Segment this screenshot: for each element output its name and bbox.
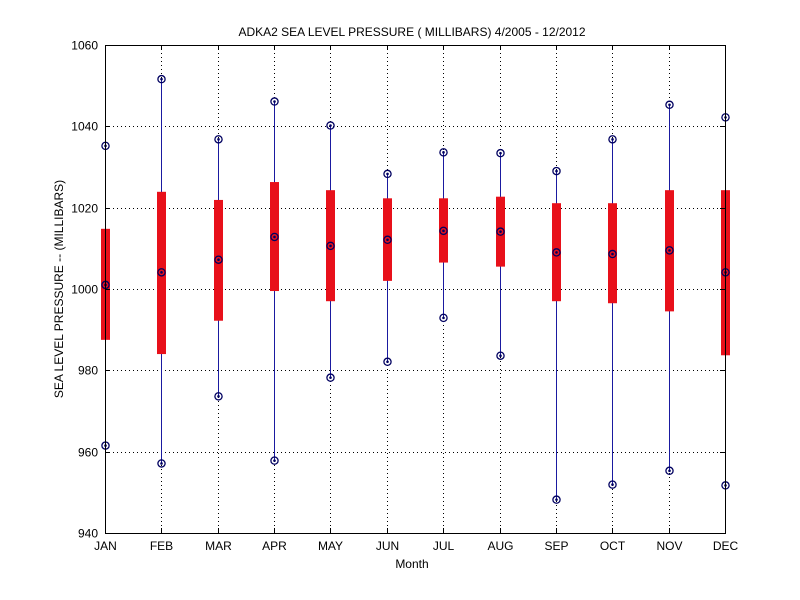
y-tick-label: 940: [78, 527, 98, 541]
max-marker-dot: [611, 138, 614, 141]
x-tick-label: MAR: [205, 539, 232, 553]
x-tick-label: AUG: [487, 539, 513, 553]
max-marker-dot: [329, 124, 332, 127]
y-tick-label: 1060: [71, 39, 98, 53]
median-marker-dot: [555, 251, 558, 254]
median-marker-dot: [329, 244, 332, 248]
x-tick-label: JUL: [433, 539, 455, 553]
median-marker-ring: [270, 232, 279, 242]
median-marker-ring: [439, 226, 448, 236]
min-marker-ring: [665, 466, 674, 476]
median-marker-ring: [214, 255, 223, 264]
min-marker-ring: [326, 373, 335, 382]
max-marker-ring: [608, 135, 617, 144]
max-marker-ring: [157, 74, 166, 84]
min-marker-dot: [273, 459, 276, 462]
x-tick-label: SEP: [544, 539, 568, 553]
min-marker-dot: [611, 483, 614, 486]
min-marker-ring: [214, 392, 223, 401]
max-marker-ring: [665, 100, 674, 110]
max-marker-dot: [386, 172, 389, 176]
x-tick-label: NOV: [656, 539, 682, 553]
median-marker-ring: [383, 235, 392, 245]
min-marker-dot: [668, 469, 671, 473]
max-marker-ring: [552, 166, 561, 176]
min-marker-dot: [217, 395, 220, 398]
x-tick-label: APR: [262, 539, 287, 553]
median-marker-dot: [442, 229, 445, 233]
median-marker-dot: [273, 235, 276, 239]
median-marker-dot: [668, 249, 671, 252]
max-marker-dot: [442, 151, 445, 154]
tick-layer: 940 960 980 1000 1020 1040 1060 JAN FEB MAR APR MAY…: [71, 39, 738, 554]
x-tick-label: DEC: [713, 539, 739, 553]
y-tick-label: 1000: [71, 283, 98, 297]
min-marker-dot: [442, 316, 445, 320]
max-marker-ring: [326, 121, 335, 130]
min-marker-ring: [157, 459, 166, 468]
median-marker-dot: [386, 238, 389, 242]
min-marker-ring: [496, 351, 505, 360]
min-marker-ring: [383, 357, 392, 367]
max-marker-ring: [439, 148, 448, 157]
median-marker-ring: [496, 227, 505, 236]
min-marker-dot: [499, 354, 502, 357]
min-marker-ring: [270, 456, 279, 465]
y-tick-label: 1020: [71, 202, 98, 216]
median-marker-dot: [160, 271, 163, 274]
min-marker-dot: [329, 376, 332, 379]
y-tick-label: 980: [78, 364, 98, 378]
median-marker-ring: [326, 241, 335, 251]
max-marker-ring: [383, 169, 392, 179]
max-marker-ring: [496, 148, 505, 158]
max-marker-dot: [668, 103, 671, 107]
max-marker-dot: [555, 169, 558, 173]
max-marker-dot: [217, 138, 220, 141]
x-tick-label: MAY: [318, 539, 343, 553]
median-marker-ring: [157, 268, 166, 277]
max-marker-ring: [214, 135, 223, 144]
median-marker-ring: [552, 248, 561, 257]
max-marker-dot: [273, 100, 276, 103]
max-marker-dot: [160, 77, 163, 81]
median-marker-dot: [217, 258, 220, 262]
x-tick-label: FEB: [150, 539, 173, 553]
median-marker-ring: [608, 249, 617, 259]
x-tick-label: JUN: [376, 539, 399, 553]
chart-title: ADKA2 SEA LEVEL PRESSURE ( MILLIBARS) 4/…: [238, 25, 585, 39]
min-marker-ring: [608, 480, 617, 489]
x-tick-label: JAN: [94, 539, 117, 553]
min-marker-dot: [386, 360, 389, 364]
median-marker-ring: [665, 246, 674, 255]
median-marker-dot: [499, 230, 502, 233]
min-marker-ring: [439, 313, 448, 323]
min-marker-dot: [555, 498, 558, 501]
median-marker-dot: [611, 252, 614, 256]
x-axis-label: Month: [395, 557, 428, 571]
min-marker-dot: [160, 462, 163, 465]
y-tick-label: 960: [78, 446, 98, 460]
max-marker-ring: [270, 97, 279, 106]
y-tick-label: 1040: [71, 120, 98, 134]
x-tick-label: OCT: [600, 539, 626, 553]
y-axis-label: SEA LEVEL PRESSURE -- (MILLIBARS): [52, 180, 66, 398]
min-marker-ring: [552, 495, 561, 504]
max-marker-dot: [499, 151, 502, 155]
